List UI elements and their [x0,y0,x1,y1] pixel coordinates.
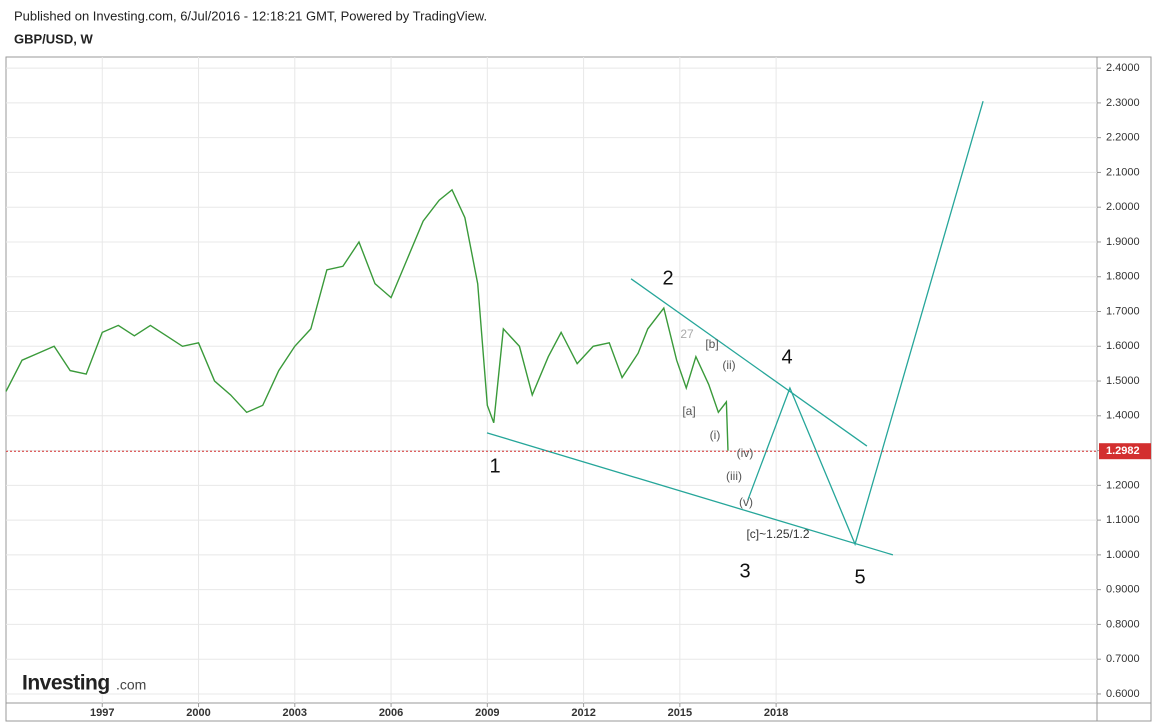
y-tick-label: 0.6000 [1106,688,1140,700]
y-tick-label: 1.2000 [1106,479,1140,491]
wave-label: (v) [739,495,753,509]
wave-label: 27 [680,327,694,341]
y-tick-label: 2.1000 [1106,166,1140,178]
wave-label: 3 [739,560,750,582]
wave-label: 5 [854,566,865,588]
y-tick-label: 0.9000 [1106,584,1140,596]
y-tick-label: 1.9000 [1106,236,1140,248]
x-tick-label: 2000 [186,707,210,719]
y-tick-label: 2.3000 [1106,97,1140,109]
wave-label: 1 [489,455,500,477]
x-tick-label: 2009 [475,707,499,719]
y-tick-label: 1.6000 [1106,340,1140,352]
wave-label: [c]~1.25/1.2 [746,527,809,541]
trend-line [630,278,868,447]
wave-label: 4 [781,346,792,368]
wave-label: (iii) [726,469,742,483]
logo-name: Investing [22,672,110,695]
y-tick-label: 2.0000 [1106,201,1140,213]
price-line [5,188,729,451]
wave-label: [b] [705,337,718,351]
y-tick-label: 2.4000 [1106,62,1140,74]
y-tick-label: 1.5000 [1106,375,1140,387]
x-tick-label: 2012 [571,707,595,719]
last-price-label: 1.2982 [1106,445,1140,457]
wave-label: (iv) [737,446,754,460]
y-tick-label: 1.7000 [1106,305,1140,317]
logo-suffix: .com [116,677,146,693]
x-tick-label: 2006 [379,707,403,719]
trend-line [747,100,984,547]
published-note: Published on Investing.com, 6/Jul/2016 -… [14,8,487,23]
y-tick-label: 0.7000 [1106,653,1140,665]
y-tick-label: 1.4000 [1106,410,1140,422]
symbol-title: GBP/USD, W [14,31,93,46]
y-tick-label: 1.1000 [1106,514,1140,526]
wave-label: [a] [682,404,695,418]
y-tick-label: 2.2000 [1106,132,1140,144]
x-tick-label: 2018 [764,707,788,719]
frame [5,56,1152,722]
y-tick-label: 0.8000 [1106,618,1140,630]
wave-label: (i) [710,428,721,442]
wave-label: (ii) [722,358,735,372]
x-tick-label: 2015 [668,707,692,719]
x-tick-label: 2003 [283,707,307,719]
y-tick-label: 1.0000 [1106,549,1140,561]
x-tick-label: 1997 [90,707,114,719]
y-tick-label: 1.8000 [1106,271,1140,283]
trend-line [486,432,894,556]
last-price-box [1099,443,1151,460]
wave-label: 2 [662,267,673,289]
